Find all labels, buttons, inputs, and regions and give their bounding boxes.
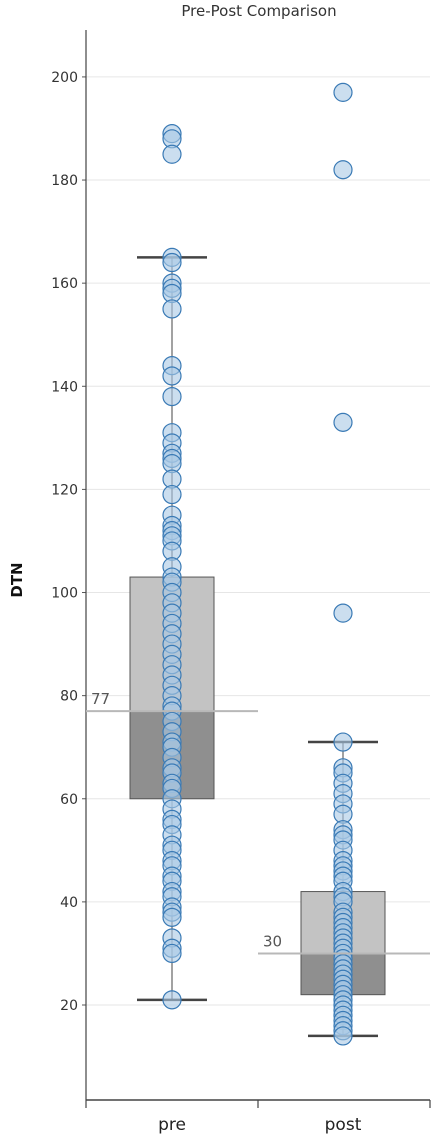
data-point xyxy=(162,990,182,1010)
data-point xyxy=(333,82,353,102)
data-point xyxy=(162,252,182,273)
y-tick-label: 120 xyxy=(51,482,78,498)
data-point xyxy=(162,907,182,927)
data-point xyxy=(333,1026,353,1046)
data-point xyxy=(333,160,353,180)
data-point xyxy=(333,603,353,623)
gridlines xyxy=(86,76,430,1006)
y-tick-label: 40 xyxy=(60,895,78,911)
y-axis-label: DTN xyxy=(8,562,26,597)
x-tick-label: pre xyxy=(158,1115,186,1135)
y-axis: 20 40 60 80 100 120 140 160 180 200 xyxy=(51,30,87,1100)
y-tick-label: 160 xyxy=(51,276,78,292)
y-tick-label: 140 xyxy=(51,379,78,395)
y-tick-label: 20 xyxy=(60,998,78,1014)
y-tick-label: 200 xyxy=(51,70,78,86)
median-label: 30 xyxy=(263,932,282,950)
data-point xyxy=(162,366,182,386)
y-tick-label: 60 xyxy=(60,792,78,808)
y-tick-label: 100 xyxy=(51,586,78,602)
y-tick-label: 80 xyxy=(60,689,78,705)
plot-area: 77 30 xyxy=(86,82,430,1046)
data-point xyxy=(162,299,182,319)
median-label: 77 xyxy=(91,690,110,708)
data-point xyxy=(333,732,353,752)
data-point xyxy=(162,144,182,164)
data-point xyxy=(162,484,182,505)
y-tick-label: 180 xyxy=(51,173,78,189)
data-point xyxy=(162,386,182,407)
x-axis: pre post xyxy=(85,1099,431,1135)
x-tick-label: post xyxy=(325,1115,362,1135)
chart-title: Pre-Post Comparison xyxy=(181,2,336,20)
data-point xyxy=(333,412,353,432)
data-point xyxy=(162,943,182,964)
